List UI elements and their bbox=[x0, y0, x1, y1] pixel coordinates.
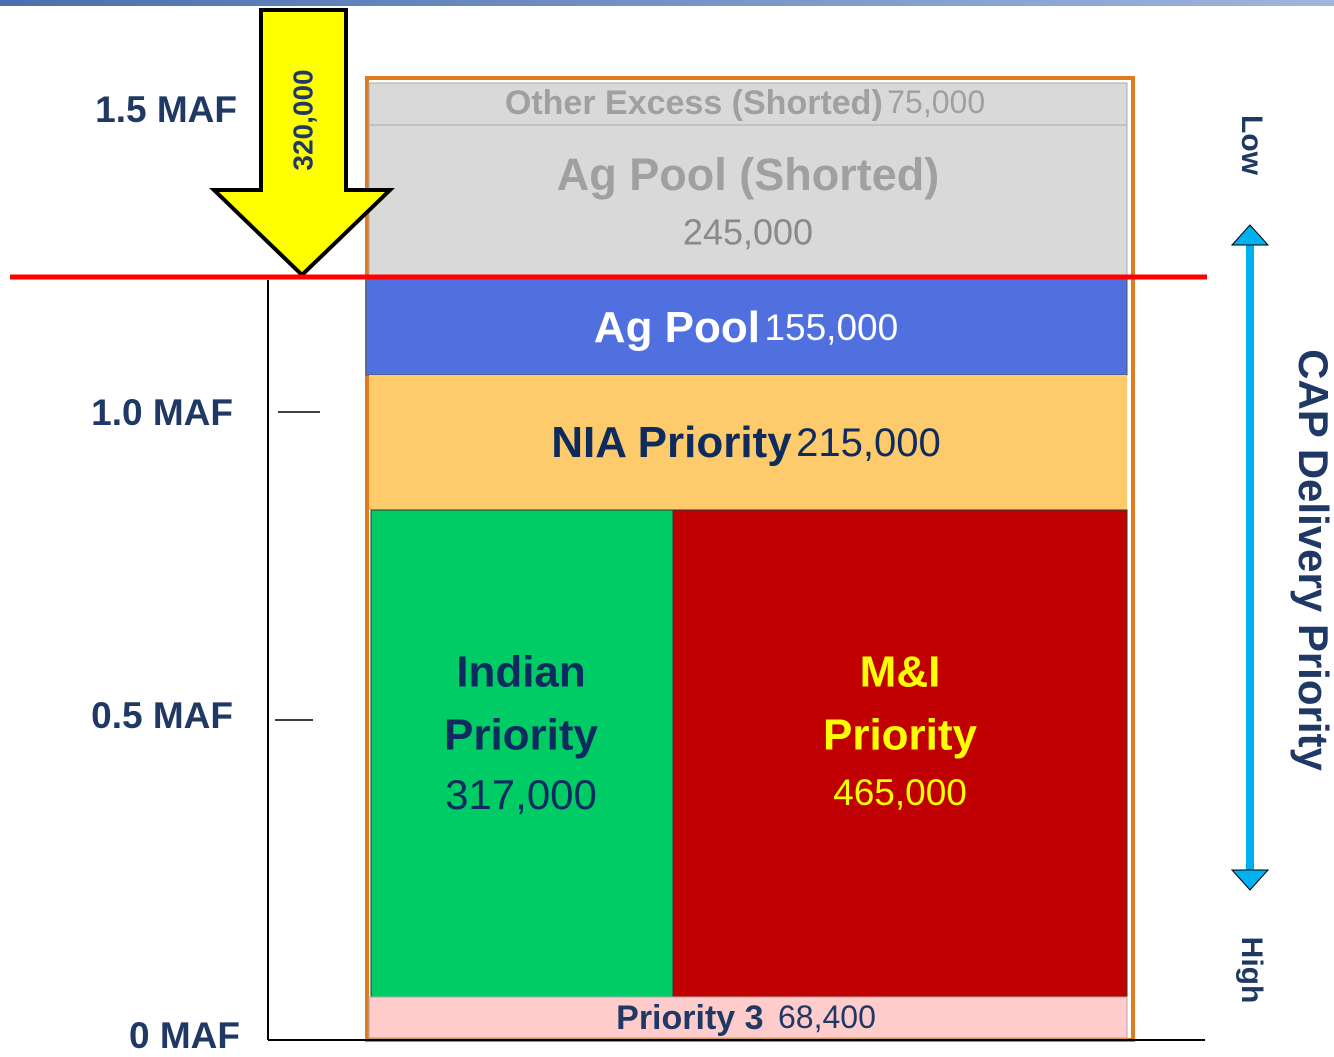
block-nia bbox=[369, 375, 1127, 510]
block-label: Ag Pool 155,000 bbox=[594, 303, 898, 352]
low-label: Low bbox=[1235, 115, 1268, 176]
arrow-label: 320,000 bbox=[287, 69, 318, 170]
block-name: Priority 3 bbox=[616, 999, 763, 1037]
block-amount: 75,000 bbox=[887, 84, 985, 120]
axis-label: 1.5 MAF bbox=[95, 89, 237, 130]
axis-label: 0.5 MAF bbox=[91, 695, 233, 736]
block-name: Priority bbox=[444, 711, 599, 760]
block-mi bbox=[672, 509, 1128, 998]
block-name: Indian bbox=[456, 648, 586, 697]
block-label: Priority 3 68,400 bbox=[616, 999, 876, 1037]
block-amount: 68,400 bbox=[778, 999, 876, 1035]
block-amount: 155,000 bbox=[764, 307, 898, 348]
block-amount: 215,000 bbox=[796, 421, 941, 465]
block-name: Other Excess (Shorted) bbox=[505, 84, 883, 122]
block-label: NIA Priority 215,000 bbox=[551, 418, 940, 467]
block-indian bbox=[370, 509, 674, 998]
axis-label: 1.0 MAF bbox=[91, 392, 233, 433]
block-name: Ag Pool bbox=[594, 303, 760, 352]
block-amount: 317,000 bbox=[445, 771, 597, 818]
block-priority3 bbox=[368, 996, 1128, 1039]
priority-title: CAP Delivery Priority bbox=[1290, 349, 1334, 771]
block-name: Priority bbox=[823, 711, 978, 760]
block-name: Ag Pool (Shorted) bbox=[557, 149, 939, 200]
axis-label: 0 MAF bbox=[129, 1015, 240, 1056]
high-label: High bbox=[1235, 937, 1268, 1004]
arrow-head bbox=[1230, 869, 1270, 891]
block-amount: 465,000 bbox=[833, 772, 967, 813]
block-name: NIA Priority bbox=[551, 418, 792, 467]
arrow-head bbox=[1230, 224, 1270, 246]
block-amount: 245,000 bbox=[683, 212, 813, 253]
block-ag-pool-shorted bbox=[368, 124, 1128, 279]
top-band bbox=[0, 0, 1334, 6]
block-name: M&I bbox=[860, 648, 941, 697]
inflow-arrow bbox=[209, 8, 395, 278]
block-label: Other Excess (Shorted) 75,000 bbox=[505, 84, 985, 122]
